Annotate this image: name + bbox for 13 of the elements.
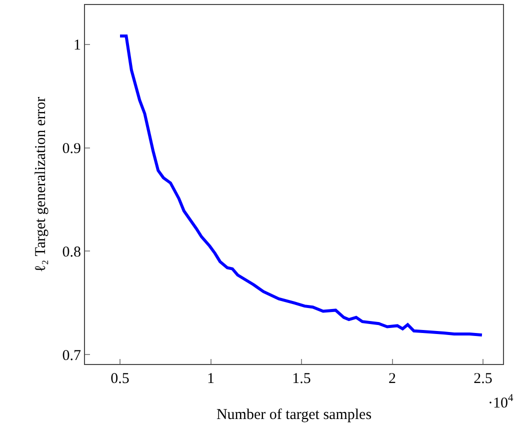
y-tick-label: 0.9 [62,141,81,158]
text: ·10$^{4}$ [488,393,514,412]
x-tick-label: 1 [207,371,215,387]
x-tick-label: 2.5 [474,371,492,387]
y-axis-title: ℓ₂ Target generalization error [33,96,49,272]
line-series [118,34,484,337]
x-axis-title: Number of target samples [216,407,372,423]
y-tick-label: 0.8 [62,244,81,260]
y-tick-label: 0.7 [62,348,82,364]
x-tick-label: 1.5 [292,371,311,387]
x-tick-label: 2 [388,371,396,387]
y-tick-label: 1 [74,38,81,54]
x-tick-label: 0.5 [110,371,130,387]
